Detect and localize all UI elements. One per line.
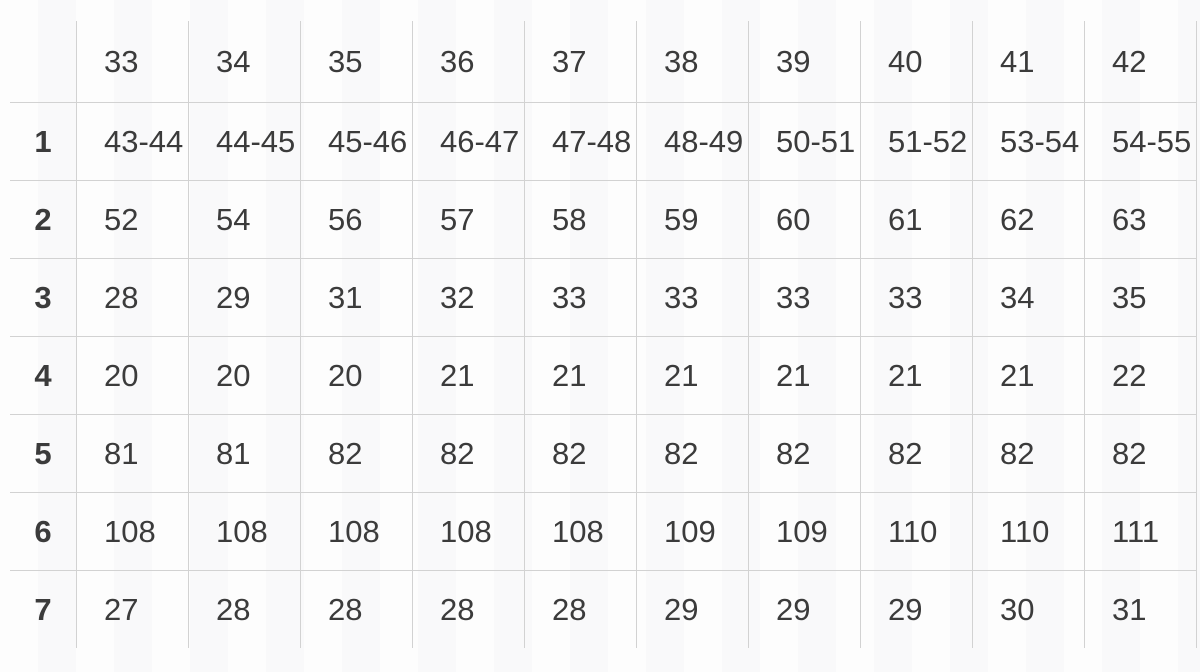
column-header: 42 bbox=[1084, 21, 1197, 103]
table-cell: 21 bbox=[412, 336, 525, 415]
table-cell: 21 bbox=[636, 336, 749, 415]
row-label: 1 bbox=[10, 102, 77, 181]
table-cell: 82 bbox=[412, 414, 525, 493]
table-cell: 82 bbox=[860, 414, 973, 493]
table-cell: 33 bbox=[636, 258, 749, 337]
table-cell: 27 bbox=[76, 570, 189, 648]
table-cell: 29 bbox=[188, 258, 301, 337]
size-chart-body: 1 43-44 44-45 45-46 46-47 47-48 48-49 50-51 51-5… bbox=[10, 102, 1197, 648]
table-cell: 46-47 bbox=[412, 102, 525, 181]
table-cell: 109 bbox=[636, 492, 749, 571]
table-cell: 108 bbox=[524, 492, 637, 571]
corner-cell bbox=[10, 21, 77, 103]
table-row: 1 43-44 44-45 45-46 46-47 47-48 48-49 50-51 51-5… bbox=[10, 102, 1197, 181]
table-cell: 60 bbox=[748, 180, 861, 259]
size-chart-header: 33 34 35 36 37 38 39 40 41 42 bbox=[10, 21, 1197, 103]
table-cell: 59 bbox=[636, 180, 749, 259]
table-cell: 108 bbox=[300, 492, 413, 571]
row-label: 6 bbox=[10, 492, 77, 571]
table-cell: 29 bbox=[636, 570, 749, 648]
table-row: 4 20 20 20 21 21 21 21 21 21 22 bbox=[10, 336, 1197, 415]
table-cell: 35 bbox=[1084, 258, 1197, 337]
column-header: 41 bbox=[972, 21, 1085, 103]
table-cell: 33 bbox=[860, 258, 973, 337]
column-header: 34 bbox=[188, 21, 301, 103]
table-cell: 109 bbox=[748, 492, 861, 571]
table-row: 2 52 54 56 57 58 59 60 61 62 63 bbox=[10, 180, 1197, 259]
row-label: 2 bbox=[10, 180, 77, 259]
table-row: 7 27 28 28 28 28 29 29 29 30 31 bbox=[10, 570, 1197, 648]
table-cell: 20 bbox=[300, 336, 413, 415]
table-cell: 110 bbox=[860, 492, 973, 571]
table-cell: 21 bbox=[860, 336, 973, 415]
column-header: 37 bbox=[524, 21, 637, 103]
table-cell: 22 bbox=[1084, 336, 1197, 415]
table-cell: 61 bbox=[860, 180, 973, 259]
table-row: 5 81 81 82 82 82 82 82 82 82 82 bbox=[10, 414, 1197, 493]
table-cell: 81 bbox=[188, 414, 301, 493]
table-cell: 52 bbox=[76, 180, 189, 259]
table-cell: 111 bbox=[1084, 492, 1197, 571]
table-cell: 44-45 bbox=[188, 102, 301, 181]
table-cell: 20 bbox=[76, 336, 189, 415]
table-cell: 110 bbox=[972, 492, 1085, 571]
table-cell: 48-49 bbox=[636, 102, 749, 181]
table-cell: 62 bbox=[972, 180, 1085, 259]
table-cell: 30 bbox=[972, 570, 1085, 648]
column-header: 38 bbox=[636, 21, 749, 103]
column-header: 39 bbox=[748, 21, 861, 103]
table-cell: 32 bbox=[412, 258, 525, 337]
table-cell: 33 bbox=[524, 258, 637, 337]
table-row: 3 28 29 31 32 33 33 33 33 34 35 bbox=[10, 258, 1197, 337]
row-label: 5 bbox=[10, 414, 77, 493]
table-cell: 31 bbox=[1084, 570, 1197, 648]
table-cell: 63 bbox=[1084, 180, 1197, 259]
table-cell: 82 bbox=[300, 414, 413, 493]
table-cell: 82 bbox=[524, 414, 637, 493]
table-cell: 20 bbox=[188, 336, 301, 415]
table-cell: 31 bbox=[300, 258, 413, 337]
table-cell: 28 bbox=[412, 570, 525, 648]
table-cell: 58 bbox=[524, 180, 637, 259]
table-cell: 82 bbox=[748, 414, 861, 493]
table-cell: 81 bbox=[76, 414, 189, 493]
table-cell: 53-54 bbox=[972, 102, 1085, 181]
row-label: 3 bbox=[10, 258, 77, 337]
row-label: 7 bbox=[10, 570, 77, 648]
table-cell: 54 bbox=[188, 180, 301, 259]
header-row: 33 34 35 36 37 38 39 40 41 42 bbox=[10, 21, 1197, 103]
table-cell: 28 bbox=[188, 570, 301, 648]
table-cell: 50-51 bbox=[748, 102, 861, 181]
table-cell: 82 bbox=[972, 414, 1085, 493]
table-cell: 47-48 bbox=[524, 102, 637, 181]
table-cell: 28 bbox=[524, 570, 637, 648]
table-cell: 21 bbox=[972, 336, 1085, 415]
table-cell: 51-52 bbox=[860, 102, 973, 181]
row-label: 4 bbox=[10, 336, 77, 415]
table-cell: 29 bbox=[860, 570, 973, 648]
table-cell: 21 bbox=[524, 336, 637, 415]
table-cell: 108 bbox=[188, 492, 301, 571]
table-cell: 57 bbox=[412, 180, 525, 259]
table-row: 6 108 108 108 108 108 109 109 110 110 111 bbox=[10, 492, 1197, 571]
table-cell: 45-46 bbox=[300, 102, 413, 181]
table-cell: 54-55 bbox=[1084, 102, 1197, 181]
table-cell: 28 bbox=[300, 570, 413, 648]
table-cell: 29 bbox=[748, 570, 861, 648]
table-cell: 82 bbox=[636, 414, 749, 493]
column-header: 35 bbox=[300, 21, 413, 103]
table-cell: 33 bbox=[748, 258, 861, 337]
column-header: 40 bbox=[860, 21, 973, 103]
table-cell: 34 bbox=[972, 258, 1085, 337]
table-cell: 28 bbox=[76, 258, 189, 337]
table-cell: 108 bbox=[412, 492, 525, 571]
column-header: 36 bbox=[412, 21, 525, 103]
table-cell: 21 bbox=[748, 336, 861, 415]
table-cell: 56 bbox=[300, 180, 413, 259]
table-cell: 108 bbox=[76, 492, 189, 571]
column-header: 33 bbox=[76, 21, 189, 103]
table-cell: 82 bbox=[1084, 414, 1197, 493]
size-chart-table: 33 34 35 36 37 38 39 40 41 42 1 43-44 44-45 45-46 46-… bbox=[10, 21, 1197, 648]
table-cell: 43-44 bbox=[76, 102, 189, 181]
